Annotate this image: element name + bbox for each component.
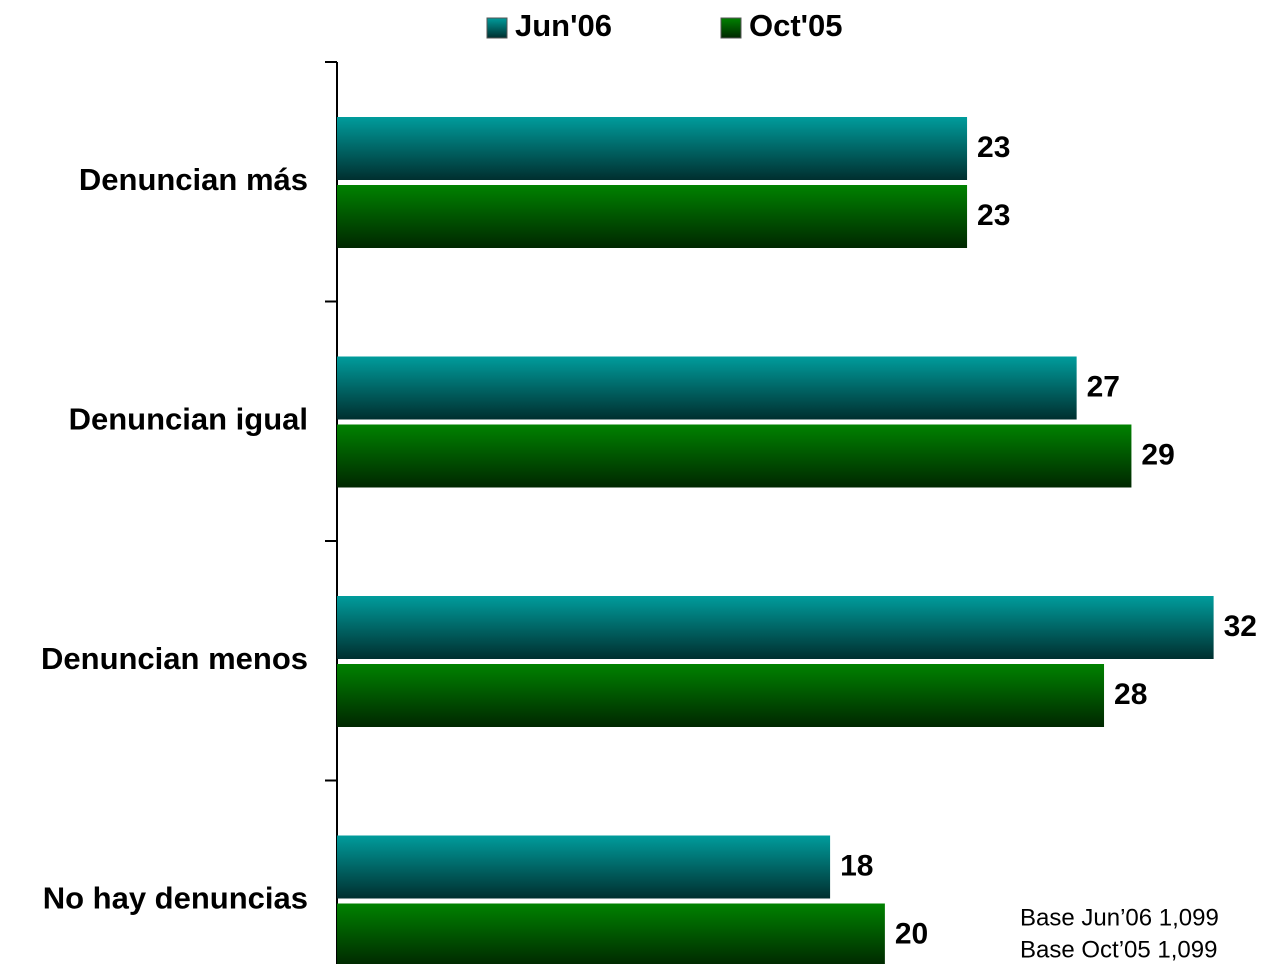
value-label: 27 bbox=[1087, 370, 1120, 403]
legend-label: Oct'05 bbox=[749, 8, 843, 43]
value-label: 20 bbox=[895, 917, 928, 950]
bar bbox=[337, 835, 831, 899]
value-label: 32 bbox=[1224, 610, 1257, 643]
legend-swatch bbox=[720, 17, 742, 39]
bar bbox=[337, 424, 1132, 488]
category-label: Denuncian más bbox=[79, 162, 308, 197]
legend-swatch bbox=[486, 17, 508, 39]
category-label: Denuncian igual bbox=[69, 402, 308, 437]
value-label: 29 bbox=[1141, 438, 1174, 471]
category-label: Denuncian menos bbox=[41, 641, 308, 676]
bar bbox=[337, 356, 1077, 420]
value-label: 18 bbox=[840, 849, 873, 882]
bar bbox=[337, 664, 1105, 727]
bar bbox=[337, 185, 968, 248]
note: Base Oct’05 1,099 bbox=[1020, 936, 1217, 963]
bar bbox=[337, 596, 1214, 659]
legend-label: Jun'06 bbox=[515, 8, 612, 43]
note: Base Jun’06 1,099 bbox=[1020, 904, 1219, 931]
value-label: 28 bbox=[1114, 678, 1147, 711]
value-label: 23 bbox=[977, 199, 1010, 232]
bar bbox=[337, 117, 968, 180]
category-label: No hay denuncias bbox=[43, 881, 308, 916]
bar bbox=[337, 903, 885, 964]
value-label: 23 bbox=[977, 131, 1010, 164]
